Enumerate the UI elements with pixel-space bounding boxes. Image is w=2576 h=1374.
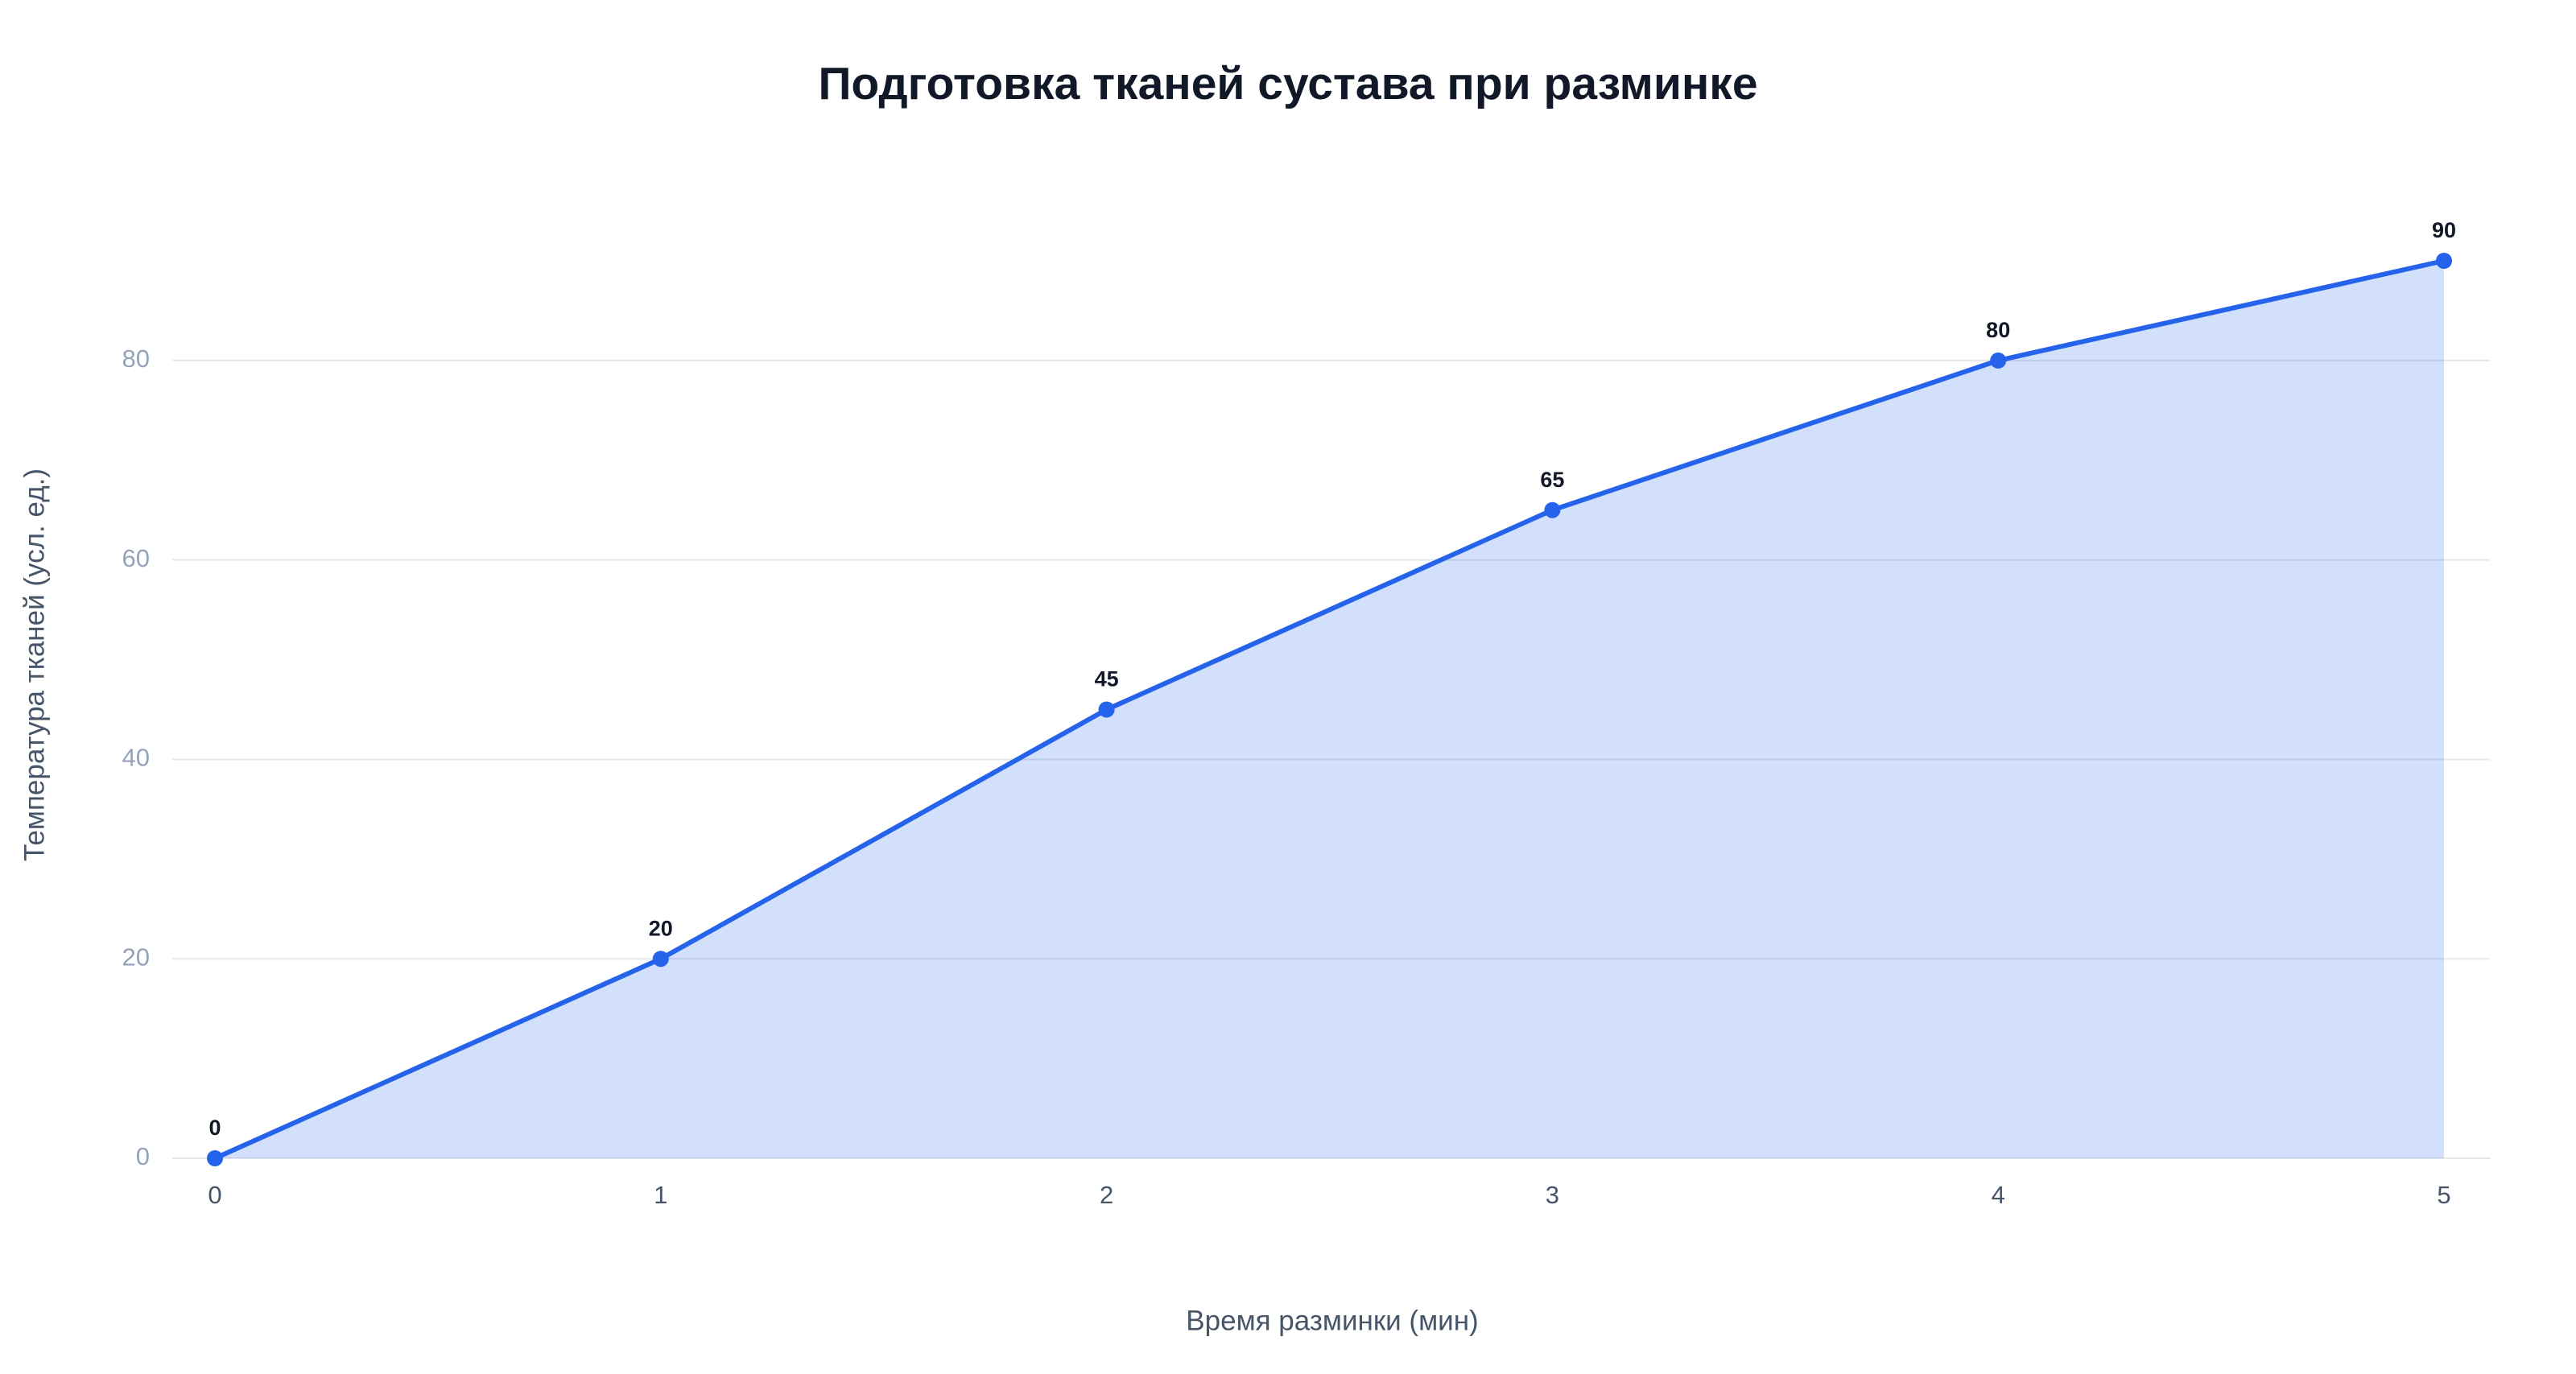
y-tick-label: 60	[122, 544, 150, 572]
x-tick-label: 0	[208, 1181, 221, 1209]
x-tick-label: 5	[2437, 1181, 2450, 1209]
data-label: 45	[1095, 667, 1119, 691]
x-tick-label: 2	[1100, 1181, 1113, 1209]
y-tick-label: 0	[136, 1142, 150, 1170]
point	[2436, 253, 2452, 269]
data-label: 80	[1986, 318, 2010, 342]
data-label: 0	[208, 1116, 221, 1140]
line	[213, 258, 2445, 1161]
data-label: 90	[2432, 218, 2456, 242]
chart-title: Подготовка тканей сустава при разминке	[818, 58, 1757, 109]
point	[652, 951, 669, 968]
x-axis-title: Время разминки (мин)	[1186, 1305, 1478, 1336]
x-tick-label: 4	[1992, 1181, 2005, 1209]
point	[1544, 501, 1561, 518]
point	[1098, 701, 1115, 718]
point	[1990, 352, 2007, 369]
x-tick-label: 3	[1546, 1181, 1559, 1209]
y-tick-label: 20	[122, 943, 150, 971]
x-tick-label: 1	[654, 1181, 667, 1209]
area	[215, 261, 2444, 1158]
y-axis-title: Температура тканей (усл. ед.)	[19, 468, 50, 861]
data-label: 65	[1540, 468, 1564, 492]
y-tick-label: 80	[122, 345, 150, 373]
y-tick-label: 40	[122, 744, 150, 772]
data-label: 20	[649, 916, 673, 940]
point	[207, 1150, 223, 1166]
